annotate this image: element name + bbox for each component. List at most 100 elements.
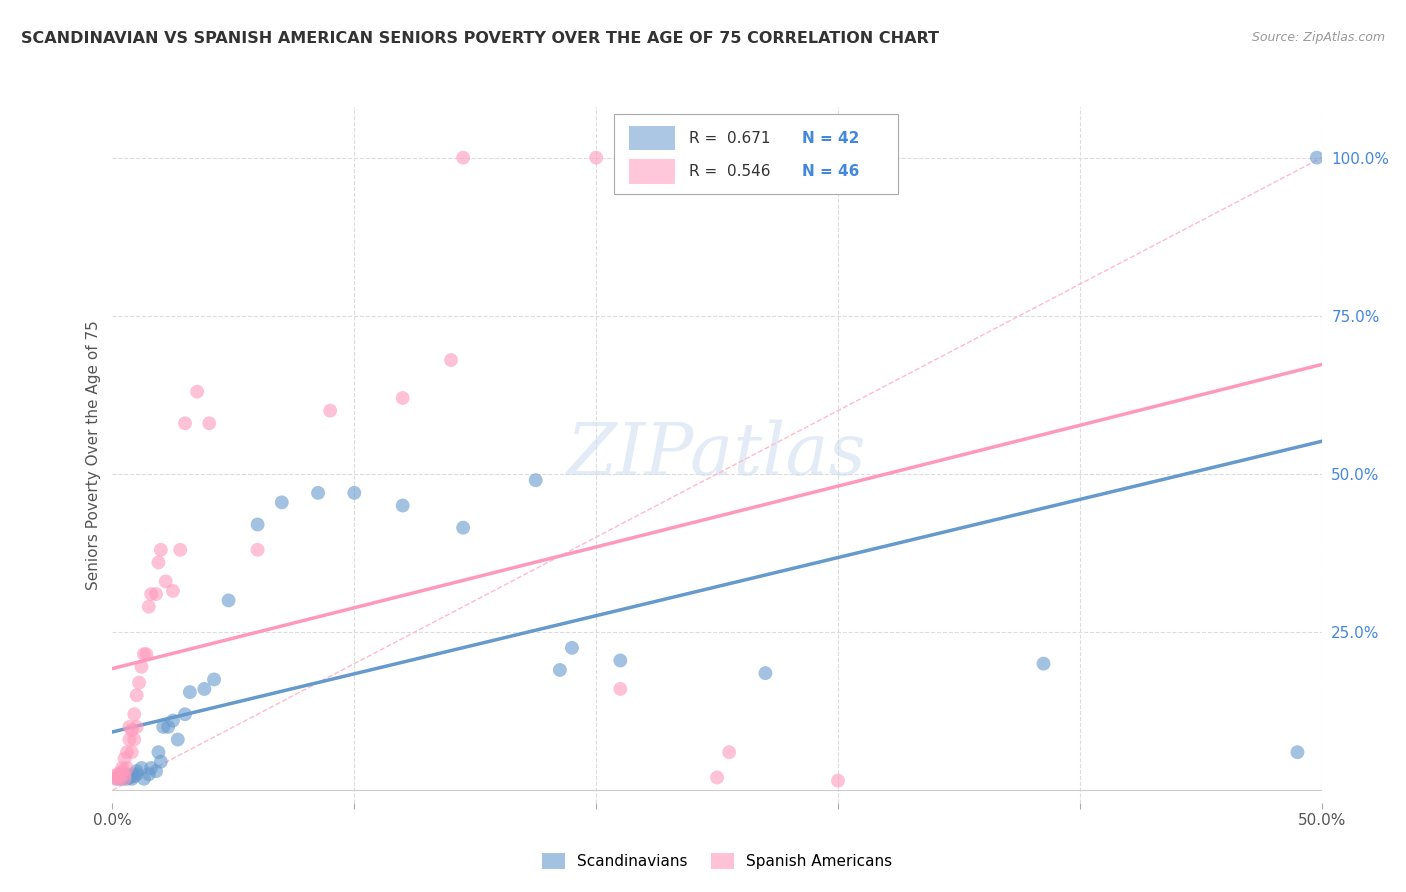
Point bbox=[121, 745, 143, 759]
Point bbox=[105, 767, 128, 781]
Point bbox=[141, 587, 163, 601]
FancyBboxPatch shape bbox=[614, 114, 898, 194]
Point bbox=[145, 587, 167, 601]
Point bbox=[343, 486, 366, 500]
Point bbox=[1032, 657, 1054, 671]
Point bbox=[198, 417, 221, 431]
Point bbox=[246, 517, 269, 532]
Point bbox=[440, 353, 463, 368]
Point bbox=[104, 772, 127, 786]
Point bbox=[148, 556, 170, 570]
Point bbox=[186, 384, 208, 399]
Point bbox=[122, 707, 145, 722]
Point bbox=[135, 647, 157, 661]
Point bbox=[179, 685, 201, 699]
Point bbox=[754, 666, 776, 681]
Point bbox=[108, 769, 131, 783]
Point bbox=[169, 542, 191, 557]
Point bbox=[132, 772, 155, 786]
Point bbox=[118, 771, 141, 785]
Point bbox=[111, 764, 134, 779]
Point bbox=[148, 745, 170, 759]
Y-axis label: Seniors Poverty Over the Age of 75: Seniors Poverty Over the Age of 75 bbox=[86, 320, 101, 590]
Point bbox=[162, 714, 184, 728]
Point bbox=[246, 542, 269, 557]
Point bbox=[827, 773, 849, 788]
Point bbox=[391, 391, 413, 405]
Point bbox=[609, 653, 631, 667]
Point bbox=[122, 769, 145, 783]
Point bbox=[121, 772, 143, 786]
Point bbox=[114, 772, 136, 786]
Point bbox=[114, 751, 136, 765]
Point bbox=[706, 771, 728, 785]
Point bbox=[121, 723, 143, 737]
Point bbox=[105, 771, 128, 785]
Point bbox=[138, 767, 160, 781]
Text: R =  0.671: R = 0.671 bbox=[689, 130, 770, 145]
Text: N = 42: N = 42 bbox=[801, 130, 859, 145]
Point bbox=[115, 772, 138, 786]
Point bbox=[270, 495, 292, 509]
Point bbox=[121, 767, 143, 781]
Point bbox=[128, 675, 150, 690]
Point bbox=[115, 745, 138, 759]
Point bbox=[132, 647, 155, 661]
Text: N = 46: N = 46 bbox=[801, 164, 859, 179]
Point bbox=[114, 771, 136, 785]
Point bbox=[718, 745, 741, 759]
Point bbox=[118, 720, 141, 734]
Text: SCANDINAVIAN VS SPANISH AMERICAN SENIORS POVERTY OVER THE AGE OF 75 CORRELATION : SCANDINAVIAN VS SPANISH AMERICAN SENIORS… bbox=[21, 31, 939, 46]
Point bbox=[451, 151, 474, 165]
Point bbox=[152, 720, 174, 734]
Point bbox=[149, 542, 172, 557]
Point bbox=[524, 473, 547, 487]
Point bbox=[104, 769, 127, 783]
Point bbox=[145, 764, 167, 779]
Text: Source: ZipAtlas.com: Source: ZipAtlas.com bbox=[1251, 31, 1385, 45]
Point bbox=[174, 417, 197, 431]
Point bbox=[166, 732, 188, 747]
Point bbox=[193, 681, 215, 696]
Point bbox=[149, 755, 172, 769]
Point bbox=[111, 772, 134, 786]
Point bbox=[451, 521, 474, 535]
Point bbox=[131, 660, 153, 674]
Point bbox=[319, 403, 342, 417]
Point bbox=[125, 767, 148, 781]
Text: R =  0.546: R = 0.546 bbox=[689, 164, 770, 179]
Point bbox=[118, 732, 141, 747]
Point bbox=[111, 761, 134, 775]
Point bbox=[548, 663, 571, 677]
Point bbox=[125, 688, 148, 702]
Point bbox=[125, 764, 148, 779]
Point bbox=[202, 673, 225, 687]
Point bbox=[131, 761, 153, 775]
Point bbox=[218, 593, 240, 607]
Point bbox=[125, 720, 148, 734]
Point bbox=[391, 499, 413, 513]
Point bbox=[105, 772, 128, 786]
Point bbox=[162, 583, 184, 598]
Point bbox=[138, 599, 160, 614]
Bar bbox=[628, 159, 675, 184]
Legend: Scandinavians, Spanish Americans: Scandinavians, Spanish Americans bbox=[536, 847, 898, 875]
Point bbox=[141, 761, 163, 775]
Point bbox=[174, 707, 197, 722]
Point bbox=[155, 574, 177, 589]
Point bbox=[115, 761, 138, 775]
Bar bbox=[628, 126, 675, 150]
Point bbox=[114, 767, 136, 781]
Point bbox=[114, 767, 136, 781]
Point bbox=[108, 767, 131, 781]
Point bbox=[1286, 745, 1309, 759]
Point bbox=[122, 732, 145, 747]
Text: ZIPatlas: ZIPatlas bbox=[567, 419, 868, 491]
Point bbox=[561, 640, 583, 655]
Point bbox=[157, 720, 180, 734]
Point bbox=[108, 772, 131, 786]
Point bbox=[609, 681, 631, 696]
Point bbox=[1306, 151, 1329, 165]
Point bbox=[585, 151, 607, 165]
Point bbox=[307, 486, 329, 500]
